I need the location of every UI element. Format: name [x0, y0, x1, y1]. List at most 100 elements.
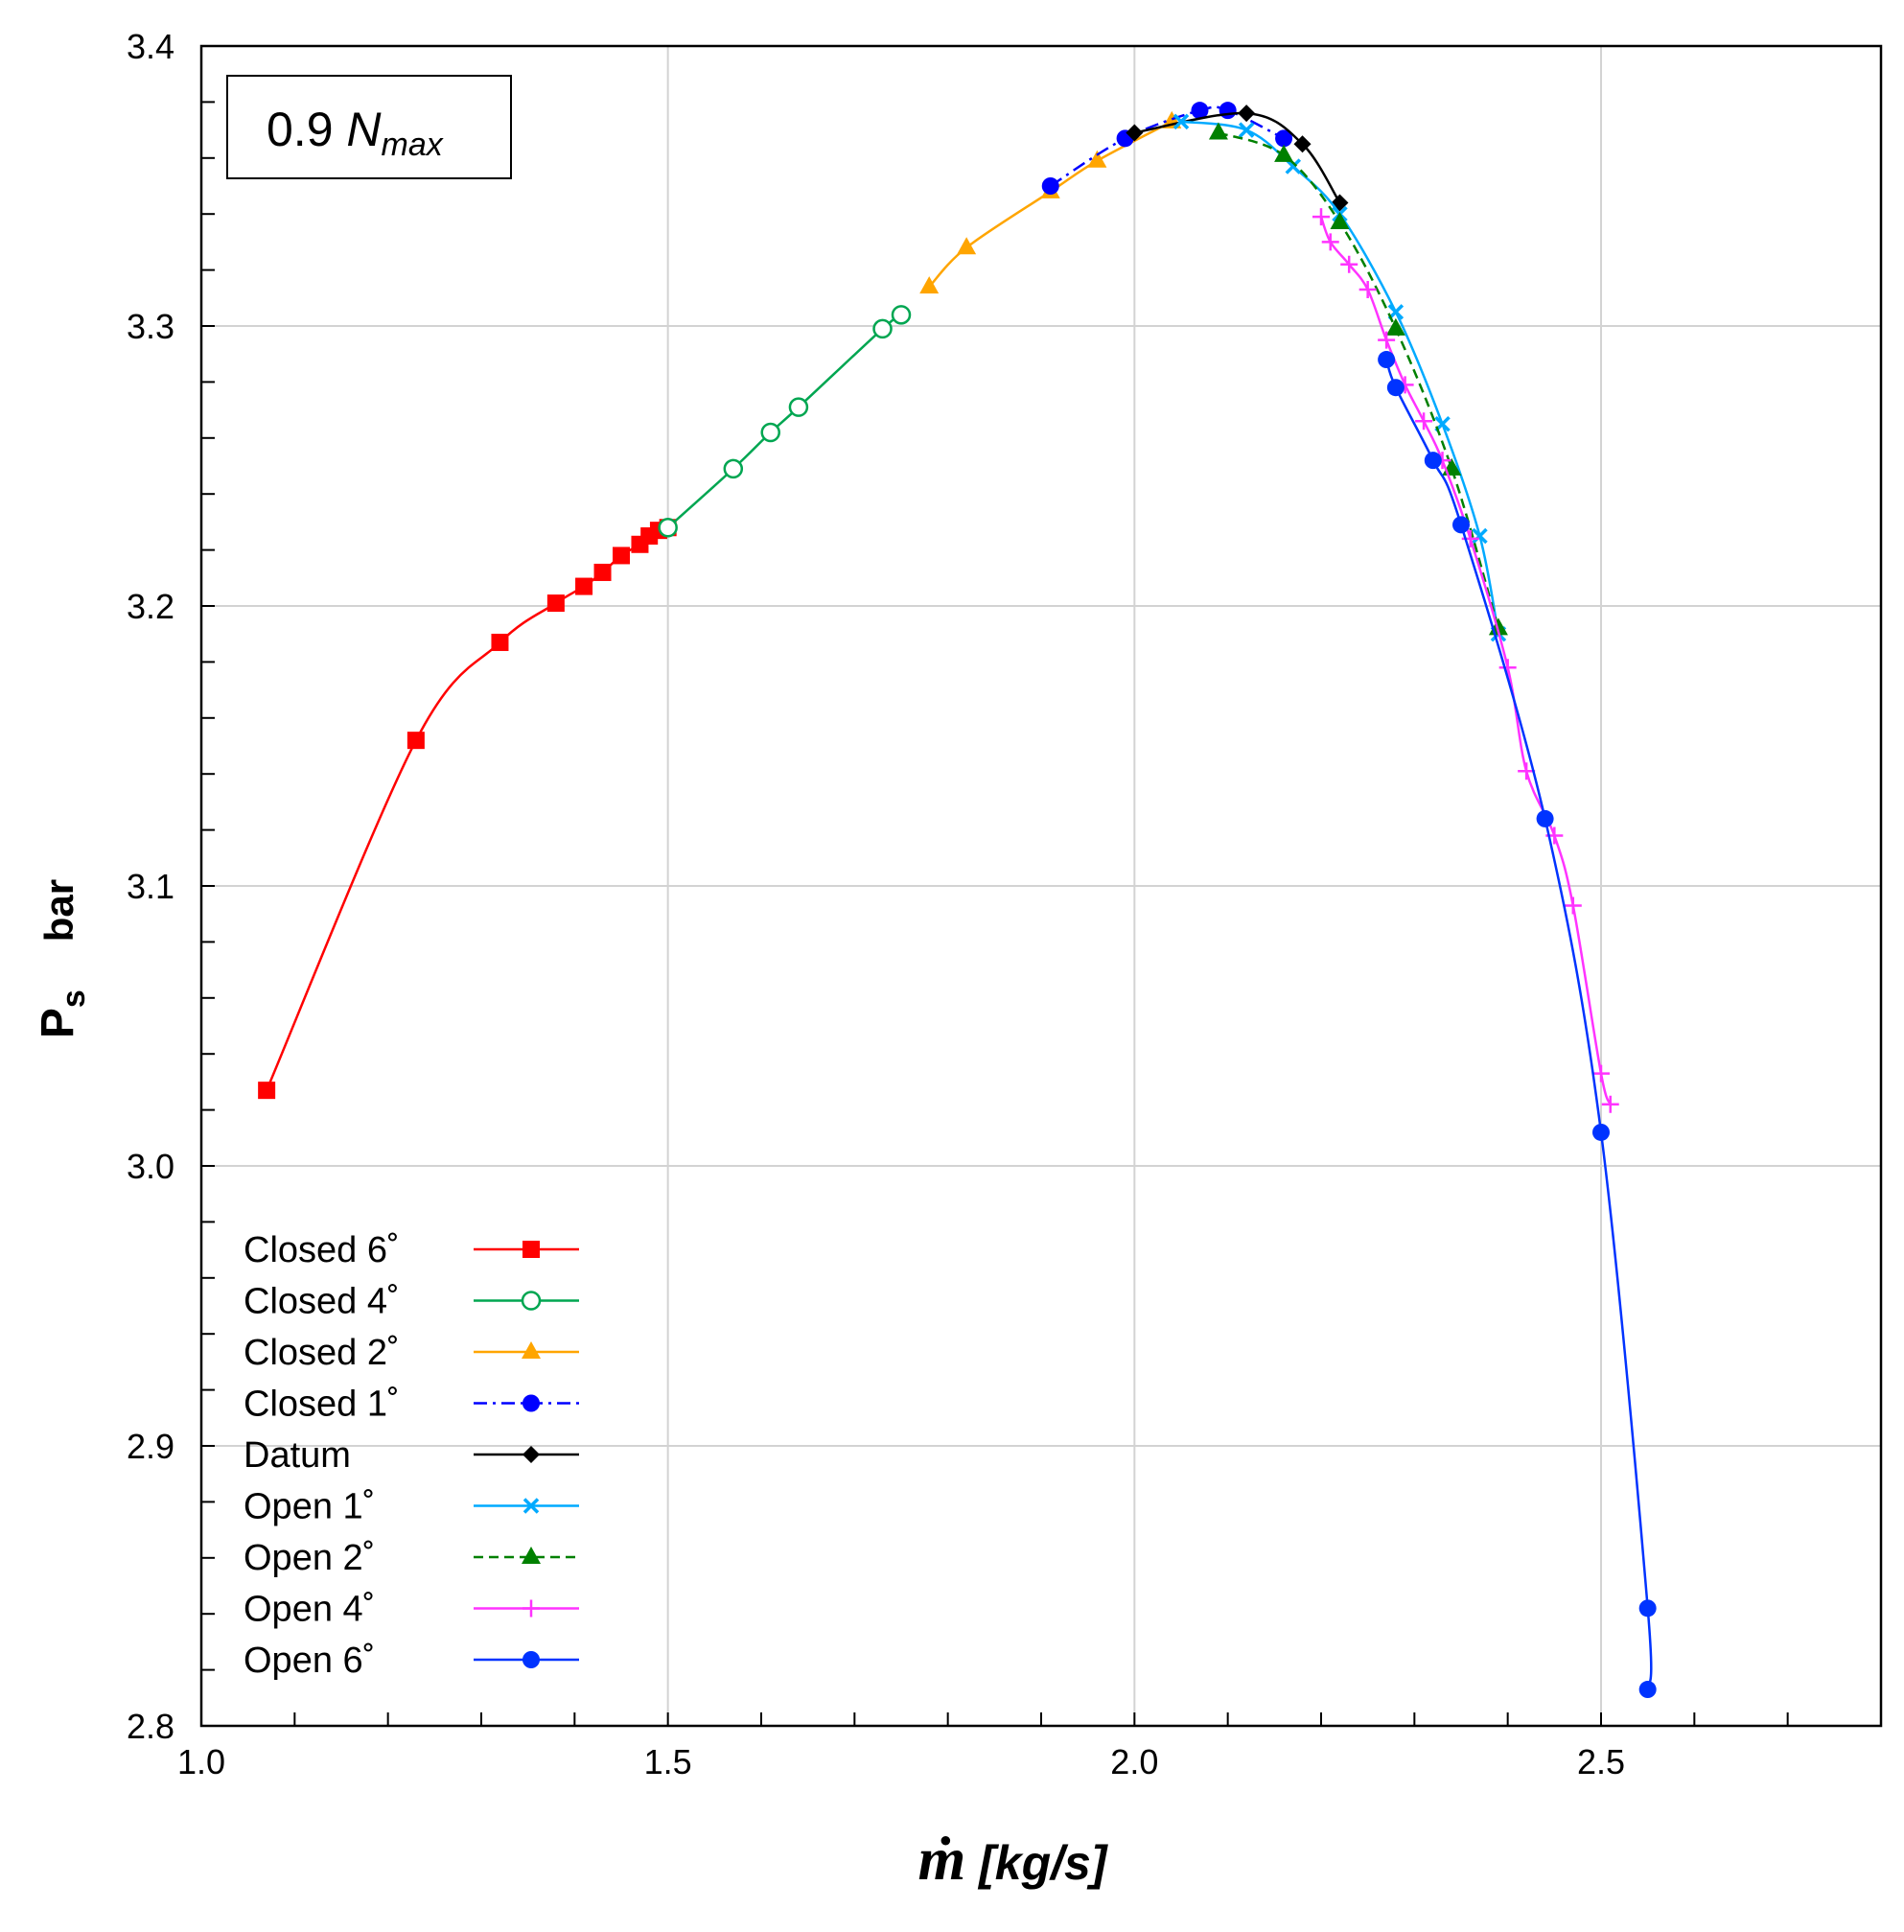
- annotation-prefix: 0.9: [267, 103, 346, 156]
- legend-label-closed-6: Closed 6˚: [244, 1230, 400, 1270]
- tick-labels: 1.0 1.5 2.0 2.5 2.8 2.9 3.0 3.1 3.2 3.3 3.4: [127, 27, 1625, 1781]
- data-point-closed-6: [406, 732, 425, 750]
- data-point-open-6: [1386, 379, 1405, 397]
- legend-label-open-4: Open 4˚: [244, 1590, 375, 1630]
- data-point-open-4: [1564, 896, 1582, 915]
- x-axis-units: [kg/s]: [965, 1836, 1109, 1890]
- y-tick-label: 2.8: [127, 1707, 174, 1746]
- data-point-open-6: [1536, 809, 1554, 827]
- data-point-closed-4: [872, 318, 893, 339]
- data-point-open-6: [1638, 1681, 1657, 1699]
- annotation-subscript: max: [382, 127, 444, 163]
- data-point-open-4: [1312, 208, 1330, 226]
- data-point-open-4: [1601, 1095, 1619, 1113]
- x-tick-label: 2.0: [1110, 1742, 1158, 1781]
- data-point-open-6: [1378, 351, 1396, 369]
- legend-label-closed-2: Closed 2˚: [244, 1333, 400, 1373]
- x-tick-label: 2.5: [1577, 1742, 1625, 1781]
- legend-marker-closed-4: [521, 1291, 542, 1311]
- data-point-datum: [1238, 105, 1256, 123]
- y-axis-units: bar: [36, 879, 81, 942]
- legend-marker-open-1: [522, 1498, 540, 1514]
- legend-label-open-2: Open 2˚: [244, 1538, 375, 1578]
- data-point-open-4: [1378, 331, 1396, 349]
- ticks: [200, 45, 1882, 1727]
- y-tick-label: 2.9: [127, 1427, 174, 1466]
- data-point-closed-4: [723, 458, 744, 479]
- data-point-open-2: [1274, 144, 1294, 162]
- legend-label-closed-4: Closed 4˚: [244, 1282, 400, 1322]
- legend-label-open-6: Open 6˚: [244, 1641, 375, 1681]
- data-point-datum: [1126, 124, 1144, 142]
- data-point-closed-6: [613, 547, 630, 565]
- data-point-closed-1: [1041, 177, 1059, 195]
- legend-marker-datum: [522, 1446, 540, 1463]
- legend-marker-open-2: [522, 1547, 541, 1564]
- y-axis-label: Ps bar: [33, 879, 92, 1038]
- y-tick-label: 3.0: [127, 1147, 174, 1186]
- data-point-open-2: [1330, 211, 1350, 229]
- y-tick-label: 3.4: [127, 27, 174, 66]
- x-axis-symbol: ṁ: [917, 1825, 965, 1893]
- data-point-open-4: [1592, 1064, 1610, 1082]
- data-point-open-1: [1285, 158, 1302, 175]
- data-point-closed-4: [891, 305, 912, 325]
- data-point-datum: [1293, 135, 1312, 153]
- y-tick-label: 3.1: [127, 867, 174, 906]
- data-point-closed-6: [575, 577, 593, 595]
- data-point-closed-2: [1087, 150, 1107, 168]
- data-point-closed-4: [760, 422, 780, 443]
- data-point-closed-2: [957, 237, 977, 255]
- data-point-closed-4: [658, 517, 678, 538]
- legend-label-open-1: Open 1˚: [244, 1487, 375, 1527]
- data-point-open-1: [1173, 113, 1190, 130]
- y-tick-label: 3.2: [127, 587, 174, 626]
- svg-text:Psbar: Ps bar: [33, 879, 92, 1038]
- data-point-open-6: [1424, 452, 1442, 470]
- data-point-closed-1: [1275, 129, 1293, 148]
- series-line-open-6: [1384, 359, 1653, 1690]
- data-point-closed-4: [788, 397, 809, 417]
- data-point-open-1: [1238, 122, 1255, 138]
- data-point-open-4: [1358, 281, 1377, 299]
- series-closed-4: [658, 305, 912, 538]
- data-point-closed-1: [1191, 102, 1209, 120]
- series-open-4: [1312, 208, 1619, 1113]
- legend-marker-open-6: [522, 1651, 540, 1668]
- legend: Closed 6˚ Closed 4˚ Closed 2˚ Closed 1˚ Datu…: [244, 1230, 579, 1681]
- data-point-open-4: [1340, 255, 1358, 273]
- x-tick-label: 1.5: [644, 1742, 692, 1781]
- y-tick-label: 3.3: [127, 307, 174, 346]
- annotation-symbol: N: [346, 103, 382, 156]
- legend-label-closed-1: Closed 1˚: [244, 1385, 400, 1425]
- annotation-box: 0.9 Nmax: [226, 75, 512, 179]
- data-point-open-4: [1415, 412, 1433, 431]
- series-datum: [1126, 105, 1349, 212]
- x-tick-label: 1.0: [177, 1742, 225, 1781]
- series-layer: [258, 102, 1657, 1699]
- legend-marker-closed-2: [522, 1341, 541, 1359]
- data-point-closed-2: [919, 276, 940, 294]
- data-point-open-4: [1321, 233, 1339, 251]
- data-point-open-2: [1208, 122, 1228, 140]
- data-point-closed-6: [593, 563, 612, 581]
- data-point-open-4: [1498, 659, 1517, 677]
- data-point-closed-1: [1219, 102, 1237, 120]
- y-axis-subscript: s: [56, 989, 92, 1008]
- x-axis-label: ṁ [kg/s]: [917, 1825, 1108, 1893]
- data-point-closed-6: [258, 1082, 276, 1100]
- legend-marker-open-4: [522, 1599, 540, 1618]
- svg-text:0.9 Nmax: 0.9 Nmax: [267, 103, 444, 163]
- data-point-open-6: [1638, 1599, 1657, 1618]
- legend-label-datum: Datum: [244, 1435, 351, 1476]
- data-point-open-6: [1452, 516, 1470, 534]
- legend-marker-closed-6: [522, 1241, 540, 1258]
- data-point-open-1: [1472, 527, 1488, 545]
- data-point-closed-6: [491, 633, 509, 651]
- series-open-6: [1378, 351, 1657, 1699]
- data-point-closed-6: [546, 594, 565, 613]
- y-axis-symbol: P: [33, 1008, 83, 1038]
- legend-marker-closed-1: [522, 1394, 540, 1412]
- data-point-open-2: [1385, 317, 1405, 336]
